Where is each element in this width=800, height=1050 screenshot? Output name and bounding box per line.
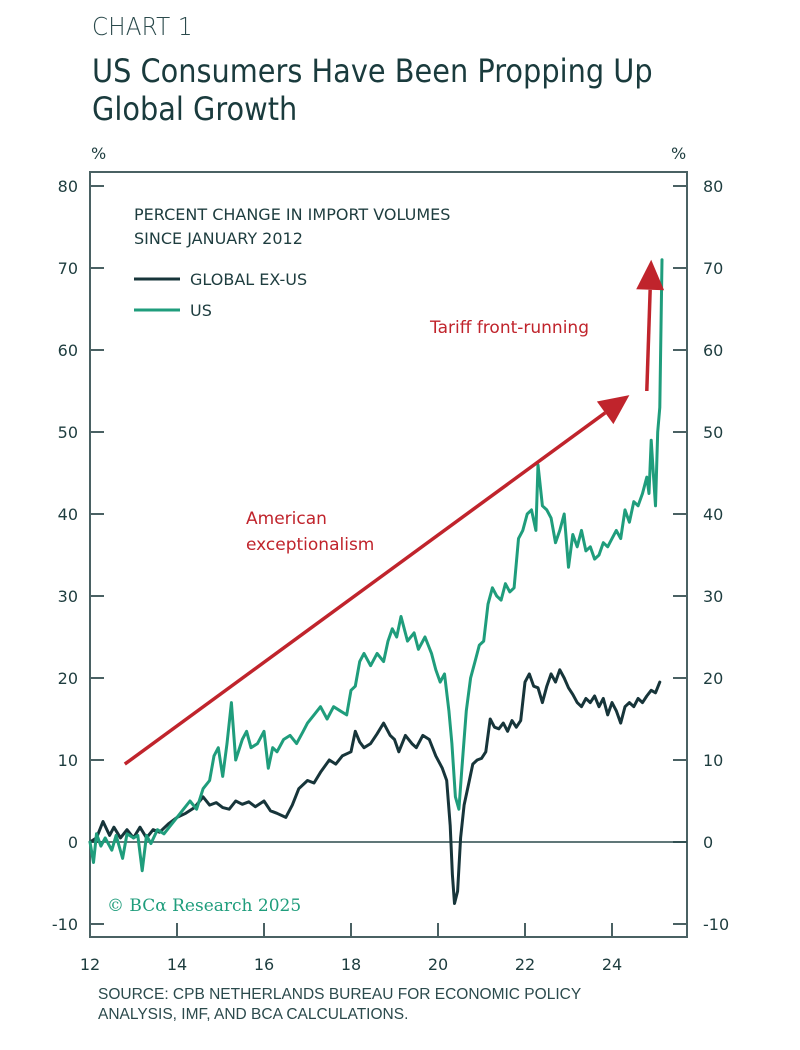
left-axis-unit-label: % [91, 144, 106, 163]
x-tick-label: 18 [341, 955, 361, 974]
y-tick-label-right: 10 [703, 751, 723, 770]
legend-label-global-ex-us: GLOBAL EX-US [190, 270, 307, 289]
tariff-front-running-arrow-head [636, 259, 665, 291]
y-tick-label-left: 10 [58, 751, 78, 770]
y-tick-label-right: 80 [703, 177, 723, 196]
y-tick-label-right: 60 [703, 341, 723, 360]
annotation-tariff-front-running: Tariff front-running [429, 318, 589, 338]
annotation-american-exceptionalism-line1: American [246, 509, 327, 529]
x-tick-label: 22 [515, 955, 535, 974]
right-axis-unit-label: % [671, 144, 686, 163]
chart-title: US Consumers Have Been Propping Up Globa… [92, 52, 653, 128]
x-tick-label: 20 [428, 955, 448, 974]
source-line-2: ANALYSIS, IMF, AND BCA CALCULATIONS. [98, 1006, 409, 1023]
x-tick-label: 16 [254, 955, 274, 974]
plot-frame [89, 171, 688, 938]
y-tick-label-left: -10 [52, 915, 78, 934]
chart-subtitle-line1: PERCENT CHANGE IN IMPORT VOLUMES [134, 205, 450, 224]
y-tick-label-left: 40 [58, 505, 78, 524]
copyright-watermark: © BCα Research 2025 [107, 896, 301, 916]
legend-label-us: US [190, 301, 212, 320]
x-tick-label: 24 [602, 955, 622, 974]
y-tick-label-right: 20 [703, 669, 723, 688]
chart-subtitle-line2: SINCE JANUARY 2012 [134, 229, 303, 248]
y-tick-label-left: 80 [58, 177, 78, 196]
chart-number-label: CHART 1 [92, 12, 193, 41]
left-y-axis: -10 0 10 20 30 40 50 60 70 80 [52, 177, 104, 934]
series-line-global-ex-us [88, 668, 662, 905]
american-exceptionalism-arrow-shaft [123, 411, 607, 766]
x-tick-label: 12 [80, 955, 100, 974]
y-tick-label-left: 20 [58, 669, 78, 688]
tariff-front-running-arrow-shaft [645, 289, 652, 392]
y-tick-label-left: 0 [68, 833, 78, 852]
y-tick-label-right: 50 [703, 423, 723, 442]
series-line-us [88, 258, 664, 873]
y-tick-label-right: 40 [703, 505, 723, 524]
y-tick-label-left: 30 [58, 587, 78, 606]
american-exceptionalism-arrow-head [596, 395, 630, 425]
y-tick-label-right: -10 [703, 915, 729, 934]
x-axis: 12 14 16 18 20 22 24 [80, 923, 622, 974]
y-tick-label-right: 0 [703, 833, 713, 852]
y-tick-label-right: 70 [703, 259, 723, 278]
y-tick-label-left: 60 [58, 341, 78, 360]
x-tick-label: 14 [167, 955, 187, 974]
right-y-axis: -10 0 10 20 30 40 50 60 70 80 [673, 177, 729, 934]
y-tick-label-right: 30 [703, 587, 723, 606]
y-tick-label-left: 70 [58, 259, 78, 278]
annotation-american-exceptionalism-line2: exceptionalism [246, 535, 374, 555]
y-tick-label-left: 50 [58, 423, 78, 442]
source-line-1: SOURCE: CPB NETHERLANDS BUREAU FOR ECONO… [98, 986, 582, 1003]
source-note: SOURCE: CPB NETHERLANDS BUREAU FOR ECONO… [98, 985, 581, 1025]
